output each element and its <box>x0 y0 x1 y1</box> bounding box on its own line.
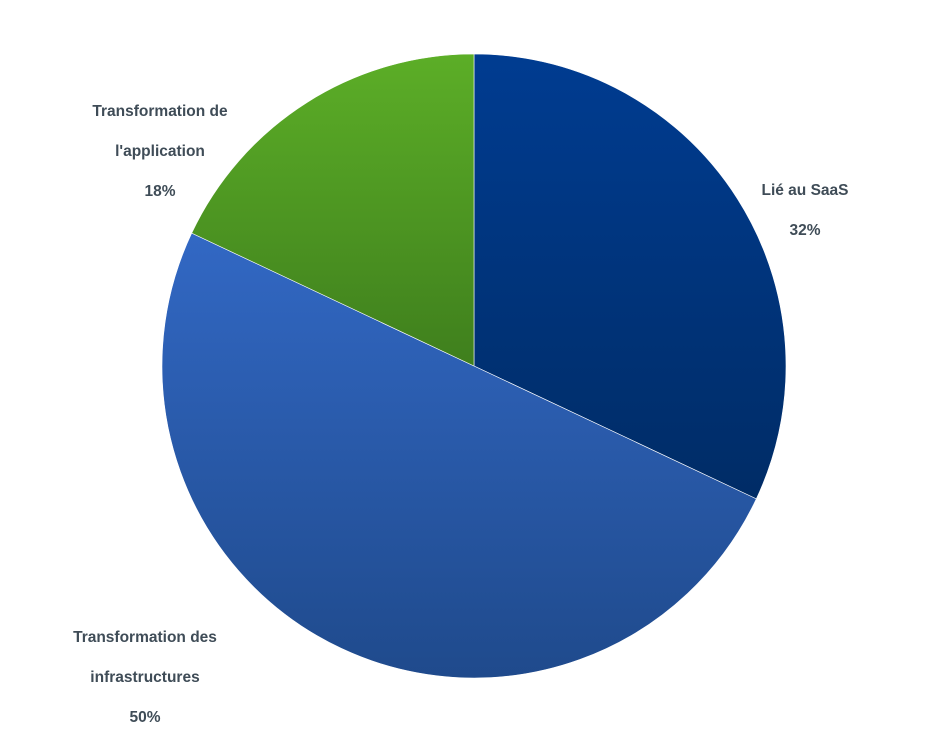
pie-slice-saas <box>473 53 787 500</box>
slice-label-infra-name-line2: infrastructures <box>90 669 200 686</box>
slice-label-infra-name-line1: Transformation des <box>73 629 217 646</box>
slice-label-infra: Transformation des infrastructures 50% <box>45 608 245 748</box>
slice-label-saas-name: Lié au SaaS <box>761 182 849 199</box>
pie-slice-app <box>191 53 475 367</box>
pie-chart: Lié au SaaS 32% Transformation des infra… <box>60 53 875 726</box>
pie-chart-svg <box>161 53 787 679</box>
pie-slice-infra <box>161 232 757 679</box>
slice-label-app-name-line1: Transformation de <box>92 103 228 120</box>
slice-label-app-value: 18% <box>144 183 176 200</box>
slice-label-app: Transformation de l'application 18% <box>60 82 260 222</box>
slice-label-saas: Lié au SaaS 32% <box>735 161 875 261</box>
slice-label-saas-value: 32% <box>789 222 821 239</box>
slice-label-infra-value: 50% <box>129 709 161 726</box>
slice-label-app-name-line2: l'application <box>115 143 205 160</box>
